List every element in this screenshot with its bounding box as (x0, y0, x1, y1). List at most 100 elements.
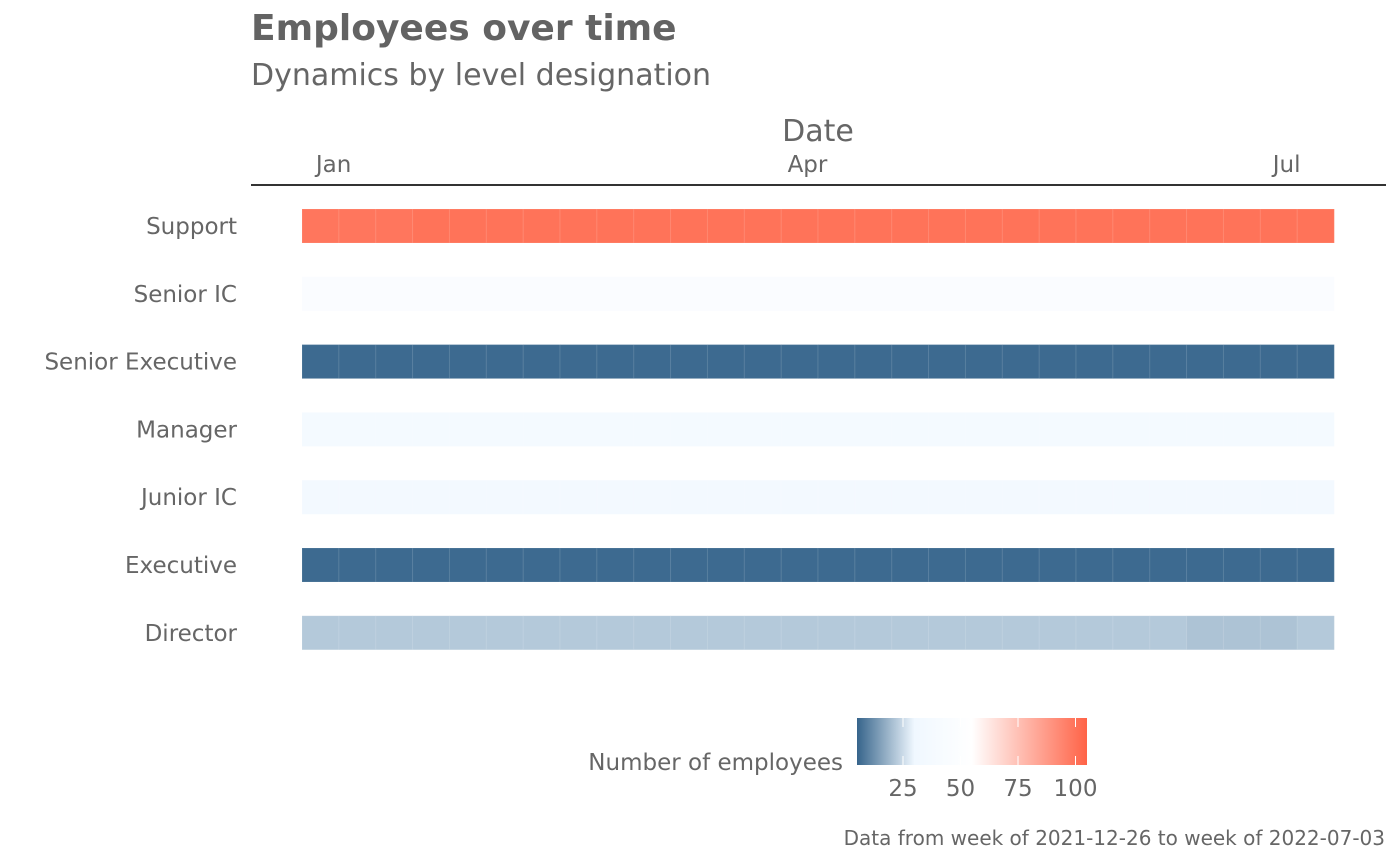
heatmap-tile (596, 208, 635, 244)
heatmap-tile (338, 344, 377, 380)
heatmap-tile (1112, 344, 1151, 380)
heatmap-tile (1038, 344, 1077, 380)
heatmap-tile (485, 615, 524, 651)
heatmap-tile (743, 547, 782, 583)
heatmap-tile (559, 615, 598, 651)
heatmap-tile (1186, 479, 1225, 515)
heatmap-tile (928, 208, 967, 244)
heatmap-tile (670, 411, 709, 447)
heatmap-tile (596, 547, 635, 583)
heatmap-tile (1186, 547, 1225, 583)
heatmap-tile (1259, 276, 1298, 312)
heatmap-tile (817, 276, 856, 312)
heatmap-tile (1075, 615, 1114, 651)
heatmap-tile (1075, 479, 1114, 515)
heatmap-tile (964, 344, 1004, 380)
heatmap-tile (522, 547, 561, 583)
heatmap-tile (485, 479, 524, 515)
heatmap-tile (817, 344, 856, 380)
heatmap-tile (1112, 276, 1151, 312)
heatmap-tile (1259, 411, 1298, 447)
heatmap-tile (596, 276, 635, 312)
heatmap-tile (706, 479, 746, 515)
heatmap-tiles (301, 208, 1335, 651)
heatmap-tile (633, 344, 672, 380)
heatmap-tile (633, 615, 672, 651)
heatmap-tile (375, 208, 414, 244)
heatmap-tile (1001, 479, 1040, 515)
y-axis-labels: Support Senior IC Senior Executive Manager J… (44, 214, 237, 647)
heatmap-tile (780, 547, 819, 583)
heatmap-tile (1149, 411, 1188, 447)
heatmap-tile (928, 615, 967, 651)
heatmap-tile (670, 276, 709, 312)
x-tick-label: Apr (788, 152, 828, 178)
y-tick-label: Junior IC (139, 485, 237, 511)
heatmap-tile (448, 615, 488, 651)
heatmap-tile (670, 479, 709, 515)
heatmap-tile (448, 411, 488, 447)
heatmap-tile (854, 208, 893, 244)
x-tick-label: Jul (1271, 152, 1301, 178)
y-tick-label: Senior IC (134, 282, 237, 308)
heatmap-tile (706, 547, 746, 583)
x-axis-title: Date (782, 114, 854, 149)
x-axis-ticks: Jan Apr Jul (314, 152, 1301, 178)
heatmap-tile (1075, 344, 1114, 380)
heatmap-tile (485, 411, 524, 447)
heatmap-tile (485, 547, 524, 583)
heatmap-tile (670, 547, 709, 583)
heatmap-tile (1259, 479, 1298, 515)
heatmap-tile (448, 479, 488, 515)
heatmap-tile (522, 344, 561, 380)
heatmap-tile (412, 479, 451, 515)
heatmap-tile (559, 276, 598, 312)
heatmap-tile (817, 208, 856, 244)
heatmap-tile (1222, 615, 1262, 651)
heatmap-tile (743, 479, 782, 515)
heatmap-tile (1038, 208, 1077, 244)
heatmap-tile (670, 615, 709, 651)
heatmap-tile (1075, 411, 1114, 447)
heatmap-tile (964, 411, 1004, 447)
heatmap-tile (928, 344, 967, 380)
heatmap-tile (1222, 208, 1262, 244)
heatmap-tile (817, 411, 856, 447)
heatmap-tile (1186, 411, 1225, 447)
heatmap-tile (412, 615, 451, 651)
heatmap-tile (1259, 615, 1298, 651)
heatmap-tile (743, 276, 782, 312)
heatmap-tile (301, 479, 340, 515)
heatmap-tile (964, 276, 1004, 312)
heatmap-tile (338, 276, 377, 312)
heatmap-tile (375, 479, 414, 515)
heatmap-tile (1001, 344, 1040, 380)
heatmap-tile (1001, 547, 1040, 583)
heatmap-tile (817, 479, 856, 515)
heatmap-tile (1038, 276, 1077, 312)
heatmap-tile (964, 615, 1004, 651)
heatmap-tile (1038, 479, 1077, 515)
heatmap-tile (1112, 547, 1151, 583)
heatmap-tile (891, 411, 930, 447)
heatmap-tile (1259, 208, 1298, 244)
heatmap-tile (1038, 547, 1077, 583)
heatmap-tile (854, 479, 893, 515)
heatmap-tile (412, 208, 451, 244)
heatmap-tile (522, 276, 561, 312)
heatmap-tile (485, 208, 524, 244)
heatmap-tile (891, 615, 930, 651)
heatmap-tile (928, 479, 967, 515)
heatmap-tile (596, 479, 635, 515)
y-tick-label: Senior Executive (44, 350, 237, 376)
y-tick-label: Director (145, 621, 238, 647)
y-tick-label: Executive (125, 553, 237, 579)
heatmap-tile (559, 208, 598, 244)
heatmap-tile (412, 276, 451, 312)
heatmap-tile (1112, 208, 1151, 244)
heatmap-tile (1001, 615, 1040, 651)
heatmap-tile (301, 411, 340, 447)
heatmap-tile (780, 479, 819, 515)
heatmap-tile (448, 547, 488, 583)
